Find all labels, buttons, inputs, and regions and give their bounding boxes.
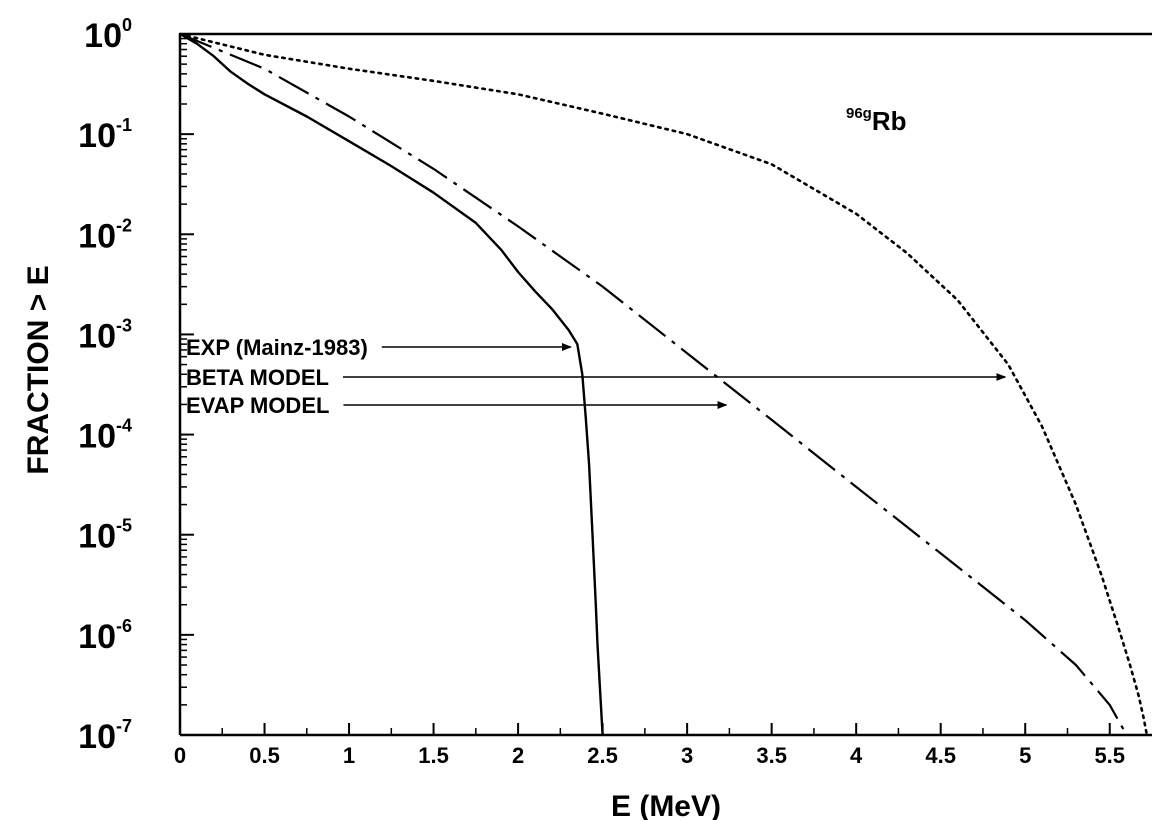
x-tick-label: 0.5 bbox=[249, 743, 280, 768]
y-tick-base: 10 bbox=[78, 518, 116, 556]
y-tick-base: 10 bbox=[78, 117, 116, 155]
x-tick-label: 1.5 bbox=[418, 743, 449, 768]
series-line-exp-mainz-1983 bbox=[179, 32, 604, 736]
x-axis-ticks: 0 0.5 1 1.5 2 2.5 3 3.5 4 4.5 5 5.5 bbox=[174, 723, 1125, 768]
x-tick-label: 0 bbox=[174, 743, 186, 768]
y-tick-exponent: -6 bbox=[116, 616, 132, 636]
y-tick-base: 10 bbox=[78, 718, 116, 756]
y-tick-base: 10 bbox=[78, 317, 116, 355]
x-tick-label: 2 bbox=[512, 743, 524, 768]
y-tick-exponent: 0 bbox=[122, 15, 132, 35]
series-line-evap-model bbox=[179, 32, 1128, 736]
x-tick-label: 2.5 bbox=[587, 743, 618, 768]
y-tick-base: 10 bbox=[78, 217, 116, 255]
plot-frame bbox=[178, 32, 1152, 737]
y-tick-base: 10 bbox=[78, 618, 116, 656]
x-tick-label: 4.5 bbox=[925, 743, 956, 768]
series-line-beta-model bbox=[178, 32, 1149, 737]
series-layer bbox=[178, 32, 1149, 737]
y-tick-exponent: -1 bbox=[116, 115, 132, 135]
x-axis-title: E (MeV) bbox=[611, 790, 721, 820]
y-tick-exponent: -7 bbox=[116, 716, 132, 736]
y-tick-exponent: -5 bbox=[116, 516, 132, 536]
y-tick-label: 10-6 bbox=[78, 616, 132, 656]
y-tick-label: 10-1 bbox=[78, 115, 132, 155]
y-tick-exponent: -3 bbox=[116, 315, 132, 335]
isotope-superscript: 96g bbox=[846, 105, 872, 122]
y-tick-base: 10 bbox=[78, 418, 116, 456]
y-tick-label: 100 bbox=[84, 15, 132, 55]
y-tick-exponent: -4 bbox=[116, 416, 132, 436]
x-tick-label: 5.5 bbox=[1094, 743, 1125, 768]
y-tick-label: 10-3 bbox=[78, 315, 132, 355]
y-tick-label: 10-2 bbox=[78, 215, 132, 255]
x-tick-label: 3.5 bbox=[756, 743, 787, 768]
x-tick-label: 3 bbox=[681, 743, 693, 768]
annotation-label: EXP (Mainz-1983) bbox=[186, 335, 368, 360]
x-tick-label: 1 bbox=[343, 743, 355, 768]
isotope-label: 96gRb bbox=[846, 105, 907, 136]
annotation-label: BETA MODEL bbox=[186, 365, 329, 390]
annotation-layer: EXP (Mainz-1983) BETA MODEL EVAP MODEL bbox=[186, 335, 1007, 418]
isotope-symbol: Rb bbox=[872, 106, 907, 136]
y-tick-label: 10-7 bbox=[78, 716, 132, 756]
x-tick-label: 4 bbox=[850, 743, 863, 768]
annotation-label: EVAP MODEL bbox=[186, 393, 329, 418]
y-axis-title: FRACTION > E bbox=[22, 265, 55, 474]
x-tick-label: 5 bbox=[1019, 743, 1031, 768]
y-tick-exponent: -2 bbox=[116, 215, 132, 235]
y-tick-label: 10-5 bbox=[78, 516, 132, 556]
y-tick-base: 10 bbox=[84, 17, 122, 55]
y-tick-label: 10-4 bbox=[78, 416, 132, 456]
